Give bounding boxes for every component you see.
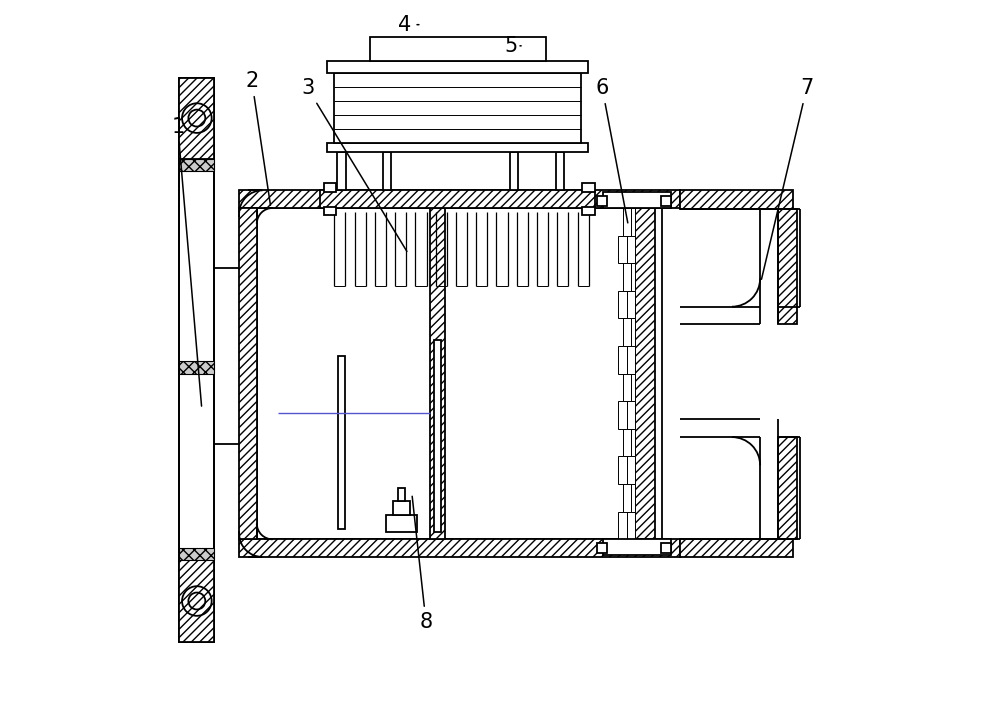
Text: 4: 4	[398, 15, 419, 35]
Text: 6: 6	[596, 78, 628, 223]
Bar	[510, 152, 518, 190]
Bar	[327, 61, 588, 73]
Bar	[338, 357, 345, 529]
Bar	[635, 208, 655, 539]
Text: 2: 2	[245, 71, 270, 205]
Bar	[631, 484, 635, 512]
Bar	[661, 543, 671, 553]
Bar	[597, 196, 607, 206]
Text: 1: 1	[171, 117, 202, 406]
Bar	[239, 539, 680, 557]
Bar	[327, 143, 588, 152]
Bar	[393, 501, 410, 515]
Bar	[398, 488, 405, 501]
Bar	[239, 190, 680, 208]
Bar	[623, 374, 631, 401]
Bar	[627, 346, 635, 374]
Bar	[627, 290, 635, 319]
Text: 3: 3	[301, 78, 407, 252]
Bar	[179, 361, 214, 374]
Bar	[661, 196, 671, 206]
Bar	[324, 207, 336, 215]
Bar	[239, 208, 257, 539]
Bar	[631, 263, 635, 291]
Bar	[334, 73, 581, 143]
Bar	[179, 78, 214, 159]
Bar	[618, 401, 627, 429]
Bar	[631, 429, 635, 457]
Bar	[597, 543, 607, 553]
Bar	[556, 152, 564, 190]
Bar	[778, 209, 797, 324]
Bar	[179, 159, 214, 171]
Bar	[680, 539, 793, 557]
Bar	[179, 548, 214, 560]
Bar	[320, 190, 595, 208]
Bar	[627, 457, 635, 484]
Bar	[618, 290, 627, 319]
Bar	[627, 401, 635, 429]
Bar	[179, 560, 214, 642]
Bar	[627, 235, 635, 263]
Bar	[582, 183, 595, 192]
Bar	[631, 319, 635, 346]
Bar	[582, 207, 595, 215]
Bar	[680, 190, 793, 209]
Bar	[623, 429, 631, 457]
Bar	[623, 484, 631, 512]
Bar	[618, 346, 627, 374]
Text: 8: 8	[412, 496, 433, 632]
Bar	[623, 208, 631, 235]
Bar	[603, 192, 671, 208]
Bar	[627, 512, 635, 539]
Bar	[430, 208, 445, 539]
Bar	[631, 374, 635, 401]
Bar	[618, 512, 627, 539]
Bar	[324, 183, 336, 192]
Bar	[434, 340, 441, 532]
Bar	[383, 152, 391, 190]
Bar	[370, 37, 546, 61]
Bar	[603, 539, 671, 555]
Bar	[179, 78, 214, 642]
Bar	[337, 152, 346, 190]
Bar	[386, 515, 417, 532]
Bar	[623, 263, 631, 291]
Text: 7: 7	[761, 78, 813, 279]
Text: 5: 5	[504, 36, 521, 56]
Bar	[623, 319, 631, 346]
Bar	[778, 437, 797, 539]
Bar	[257, 208, 662, 539]
Bar	[618, 457, 627, 484]
Bar	[618, 235, 627, 263]
Bar	[631, 208, 635, 235]
